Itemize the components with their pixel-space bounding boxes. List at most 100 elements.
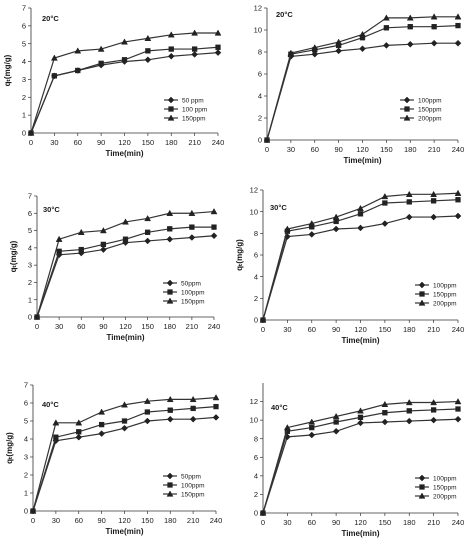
y-tick-label: 4: [22, 57, 26, 66]
data-point-2: [215, 44, 221, 50]
legend: 50ppm 100ppm 150ppm: [163, 472, 205, 499]
data-point-3: [188, 209, 196, 216]
legend-label: 150ppm: [418, 107, 442, 114]
x-tick-label: 150: [141, 516, 154, 525]
data-point-3: [191, 29, 199, 36]
x-axis-label: Time(min): [105, 527, 143, 536]
data-point-3: [430, 13, 438, 20]
chart-panel-1: 0 30 60 90 120 150 180 210 240 0 1 2 3 4 5 6 7 Time(min) q…: [3, 4, 224, 158]
data-point-1: [406, 40, 414, 48]
legend-label: 200ppm: [418, 116, 442, 123]
y-tick-label: 3: [24, 453, 28, 462]
data-point-1: [357, 224, 364, 232]
legend-marker: [166, 490, 174, 497]
x-tick-label: 90: [334, 145, 342, 154]
y-tick-label: 6: [258, 70, 262, 79]
data-point-1: [332, 225, 340, 233]
data-point-3: [259, 316, 267, 323]
x-tick-label: 90: [97, 516, 105, 525]
y-tick-label: 12: [254, 4, 262, 13]
y-tick-label: 5: [24, 417, 28, 426]
x-tick-label: 30: [52, 516, 60, 525]
x-tick-label: 120: [119, 322, 132, 331]
data-point-3: [144, 214, 152, 222]
y-tick-label: 7: [22, 4, 26, 13]
y-tick-label: 0: [254, 316, 258, 325]
data-point-2: [309, 424, 315, 431]
data-point-3: [212, 394, 220, 401]
x-tick-label: 180: [165, 138, 178, 147]
data-point-1: [383, 42, 390, 49]
y-tick-label: 5: [22, 39, 26, 48]
data-point-3: [33, 313, 41, 320]
data-point-1: [381, 418, 389, 426]
data-point-1: [405, 417, 413, 425]
y-tick-label: 6: [24, 399, 28, 408]
y-axis-label: qₜ(mg/g): [9, 240, 18, 272]
x-tick-label: 180: [404, 145, 417, 154]
legend: 100ppm 150ppm 200ppm: [415, 281, 457, 308]
legend-marker: [419, 291, 425, 297]
y-tick-label: 2: [24, 471, 28, 480]
chart-title: 40°C: [42, 400, 59, 409]
y-tick-label: 6: [254, 251, 258, 260]
data-point-3: [382, 14, 390, 21]
series-line-2: [266, 25, 459, 141]
legend-marker: [403, 96, 411, 104]
x-tick-label: 120: [118, 516, 131, 525]
data-point-3: [143, 397, 151, 404]
x-tick-label: 150: [379, 325, 392, 334]
data-point-2: [333, 419, 339, 425]
x-tick-label: 60: [308, 518, 316, 527]
legend-marker: [167, 289, 173, 295]
data-point-3: [332, 213, 340, 220]
x-axis-label: Time(min): [341, 529, 379, 538]
data-point-3: [406, 14, 414, 21]
data-point-1: [214, 49, 222, 56]
x-tick-label: 30: [283, 325, 291, 334]
data-point-1: [144, 417, 151, 425]
y-tick-label: 4: [254, 471, 258, 480]
data-point-3: [308, 220, 316, 227]
series-line-1: [262, 418, 459, 514]
data-point-2: [56, 248, 62, 254]
data-point-3: [405, 190, 413, 197]
x-tick-label: 120: [354, 518, 367, 527]
y-tick-label: 4: [254, 272, 258, 281]
data-point-1: [359, 45, 366, 53]
y-axis-label: qₜ(mg/g): [235, 239, 244, 271]
y-tick-label: 4: [28, 243, 32, 252]
x-tick-label: 210: [428, 145, 441, 154]
y-tick-label: 7: [24, 381, 28, 390]
legend-marker: [168, 106, 174, 112]
series-line-2: [262, 199, 459, 321]
y-tick-label: 1: [24, 489, 28, 498]
x-tick-label: 210: [427, 518, 440, 527]
data-point-1: [210, 232, 218, 240]
data-point-1: [308, 431, 316, 439]
data-point-3: [311, 44, 319, 51]
data-point-3: [454, 189, 462, 196]
data-point-3: [189, 395, 197, 403]
y-tick-label: 0: [24, 507, 28, 516]
data-point-2: [144, 409, 151, 415]
y-tick-label: 1: [28, 295, 32, 304]
legend-label: 150ppm: [433, 485, 457, 492]
data-point-1: [405, 213, 413, 221]
x-tick-label: 90: [332, 325, 340, 334]
legend: 100ppm 150ppm 200ppm: [415, 474, 457, 501]
data-point-2: [213, 403, 219, 410]
data-point-2: [53, 434, 59, 440]
data-point-3: [210, 208, 218, 215]
legend-marker: [166, 279, 174, 287]
y-tick-label: 3: [22, 75, 26, 84]
x-tick-label: 60: [77, 322, 85, 331]
data-point-3: [75, 419, 83, 426]
x-tick-label: 90: [99, 322, 107, 331]
y-tick-label: 8: [254, 229, 258, 238]
legend-label: 100ppm: [418, 98, 442, 105]
data-point-3: [381, 400, 389, 408]
y-tick-label: 7: [28, 192, 32, 201]
x-tick-label: 210: [187, 516, 200, 525]
data-point-1: [381, 220, 389, 227]
